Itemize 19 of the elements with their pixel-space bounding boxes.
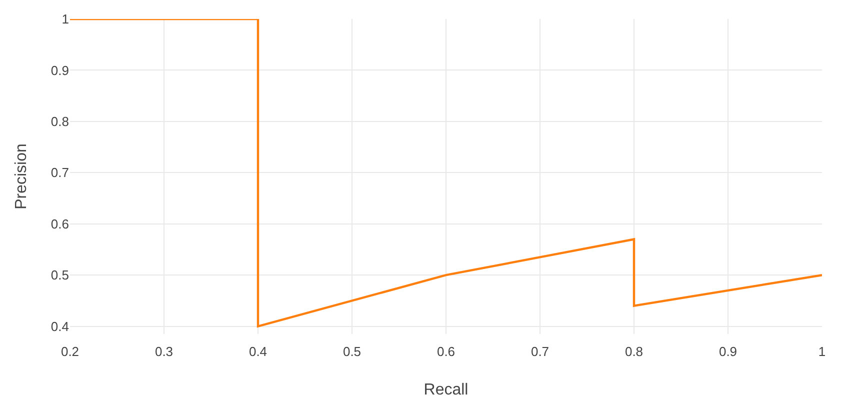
x-tick-label: 0.3 — [154, 344, 174, 359]
y-tick-label: 0.8 — [50, 114, 69, 129]
y-tick-label: 0.9 — [50, 62, 69, 78]
x-tick-label: 0.8 — [624, 344, 644, 359]
y-axis-title: Precision — [12, 144, 30, 210]
x-tick-label: 0.9 — [718, 344, 738, 359]
x-tick-label: 0.4 — [248, 344, 268, 359]
x-tick-label: 0.7 — [530, 344, 550, 359]
y-tick-label: 1 — [62, 12, 69, 27]
y-tick-label: 0.6 — [50, 216, 69, 232]
x-axis-title: Recall — [424, 382, 468, 399]
y-tick-label: 0.4 — [50, 318, 69, 334]
x-tick-label: 0.2 — [60, 344, 80, 359]
x-tick-label: 0.6 — [436, 344, 456, 359]
x-tick-label: 0.5 — [342, 344, 362, 359]
y-tick-label: 0.5 — [50, 268, 69, 283]
y-tick-label: 0.7 — [50, 165, 69, 180]
line-series — [70, 19, 822, 328]
x-tick-label: 1 — [818, 344, 826, 359]
